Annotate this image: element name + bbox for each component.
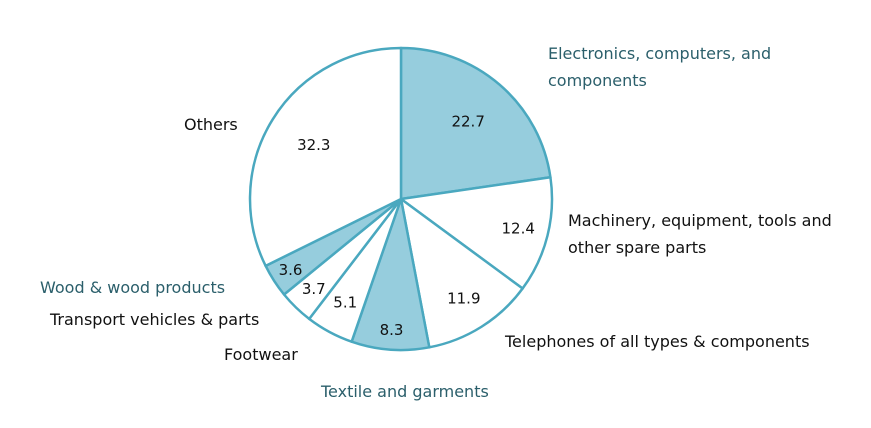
category-label-footwear: Footwear — [224, 345, 298, 364]
category-label-others: Others — [184, 115, 238, 134]
value-label-textile: 8.3 — [380, 321, 404, 339]
category-label-telephones: Telephones of all types & components — [505, 332, 810, 351]
value-label-others: 32.3 — [297, 136, 330, 154]
value-label-machinery: 12.4 — [501, 219, 534, 237]
category-label-electronics: Electronics, computers, and components — [548, 44, 772, 90]
value-label-telephones: 11.9 — [447, 290, 480, 308]
pie-slice-machinery — [399, 176, 554, 290]
pie-slice-others — [248, 46, 403, 268]
value-label-footwear: 5.1 — [333, 294, 357, 312]
category-label-textile: Textile and garments — [321, 382, 489, 401]
value-label-wood: 3.6 — [279, 261, 303, 279]
category-label-transport: Transport vehicles & parts — [50, 310, 260, 329]
pie-slice-electronics — [399, 46, 552, 201]
pie-slice-telephones — [399, 197, 524, 349]
value-label-electronics: 22.7 — [451, 112, 484, 130]
category-label-machinery: Machinery, equipment, tools and other sp… — [568, 211, 832, 257]
category-label-wood: Wood & wood products — [40, 278, 226, 297]
value-label-transport: 3.7 — [302, 280, 326, 298]
